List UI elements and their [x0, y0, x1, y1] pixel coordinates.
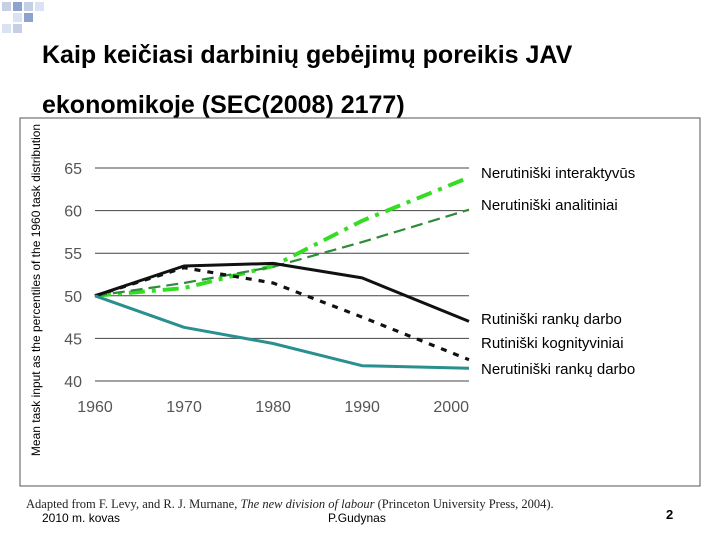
title-part-2: ekonomikoje — [42, 91, 195, 119]
y-tick-label: 60 — [64, 204, 82, 221]
series-line-2 — [94, 208, 470, 297]
legend-label-1: Nerutiniški interaktyvūs — [481, 165, 635, 182]
series-line-3 — [94, 261, 470, 323]
plot-panel — [26, 150, 469, 390]
title-reference: (SEC(2008) 2177) — [194, 91, 405, 119]
source-suffix: (Princeton University Press, 2004). — [374, 497, 554, 511]
corner-decoration — [2, 2, 44, 33]
series-line-5 — [94, 294, 470, 370]
legend-label-2: Nerutiniški analitiniai — [481, 197, 618, 214]
y-tick-label: 50 — [64, 289, 82, 306]
legend-label-5: Nerutiniški rankų darbo — [481, 361, 635, 378]
y-tick-label: 40 — [64, 374, 82, 391]
x-tick-label: 1960 — [77, 399, 113, 416]
x-tick-label: 1970 — [166, 399, 202, 416]
legend-label-4: Rutiniški kognityviniai — [481, 335, 624, 352]
slide-title: Kaip keičiasi darbinių gebėjimų poreikis… — [42, 30, 702, 130]
source-book-title: The new division of labour — [240, 497, 375, 511]
source-prefix: Adapted from F. Levy, and R. J. Murnane, — [26, 497, 241, 511]
footer-author: P.Gudynas — [328, 511, 386, 525]
y-tick-label: 65 — [64, 161, 82, 178]
title-part-1: Kaip keičiasi darbinių gebėjimų poreikis… — [42, 41, 573, 69]
x-tick-label: 1980 — [255, 399, 291, 416]
y-axis-label: Mean task input as the percentiles of th… — [29, 124, 43, 456]
series-line-4 — [94, 266, 470, 362]
source-note: Adapted from F. Levy, and R. J. Murnane,… — [26, 497, 596, 512]
x-tick-label: 1990 — [344, 399, 380, 416]
page-number: 2 — [666, 507, 674, 522]
footer-date: 2010 m. kovas — [42, 511, 121, 525]
x-tick-label: 2000 — [433, 399, 469, 416]
legend-label-3: Rutiniški rankų darbo — [481, 311, 622, 328]
y-tick-label: 55 — [64, 246, 82, 263]
chart-frame — [19, 117, 701, 487]
y-tick-label: 45 — [64, 331, 82, 348]
